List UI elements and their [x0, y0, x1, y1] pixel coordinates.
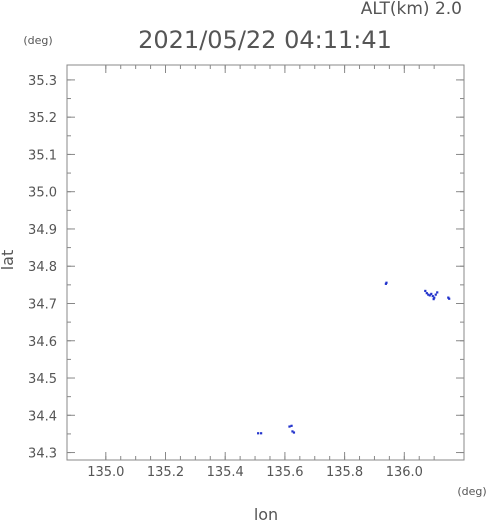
chart-title: 2021/05/22 04:11:41: [138, 26, 392, 54]
data-point: [433, 296, 436, 299]
data-point: [288, 425, 291, 428]
x-unit-label: (deg): [457, 485, 486, 498]
data-point: [432, 298, 435, 301]
data-point: [427, 293, 430, 296]
data-point: [448, 297, 451, 300]
y-tick-label: 34.8: [28, 260, 57, 275]
y-tick-label: 34.7: [28, 297, 57, 312]
x-tick-label: 135.6: [266, 465, 303, 480]
y-unit-label: (deg): [23, 34, 52, 47]
y-tick-label: 35.1: [28, 148, 57, 163]
data-point: [425, 292, 428, 295]
y-axis-label: lat: [0, 250, 17, 271]
data-point: [431, 295, 434, 298]
y-tick-label: 35.0: [28, 186, 57, 201]
y-tick-label: 34.9: [28, 223, 57, 238]
x-tick-label: 135.0: [87, 465, 124, 480]
y-tick-label: 34.5: [28, 372, 57, 387]
data-point: [291, 430, 294, 433]
data-point: [260, 432, 263, 435]
y-ticks: 34.3 34.4 34.5 34.6 34.7 34.8 34.9 35.0 35.1 35.2…: [28, 74, 464, 462]
y-tick-label: 35.3: [28, 74, 57, 89]
data-point: [447, 296, 450, 299]
altitude-label: ALT(km) 2.0: [361, 0, 462, 19]
data-point: [257, 432, 260, 435]
y-tick-label: 34.6: [28, 335, 57, 350]
plot-frame: [66, 64, 465, 461]
data-point: [290, 424, 293, 427]
y-tick-label: 34.3: [28, 447, 57, 462]
x-tick-label: 135.2: [147, 465, 184, 480]
data-points: [257, 281, 451, 435]
x-tick-label: 136.0: [386, 465, 423, 480]
data-point: [434, 293, 437, 296]
x-ticks: 135.0 135.2 135.4 135.6 135.8 136.0: [87, 65, 435, 480]
data-point: [436, 291, 439, 294]
data-point: [292, 431, 296, 434]
x-tick-label: 135.4: [207, 465, 244, 480]
x-axis-label: lon: [254, 505, 278, 521]
data-point: [385, 281, 388, 284]
data-point: [424, 289, 427, 293]
y-tick-label: 35.2: [28, 111, 57, 126]
x-tick-label: 135.8: [326, 465, 363, 480]
data-point: [428, 294, 431, 297]
y-tick-label: 34.4: [28, 409, 57, 424]
data-point: [384, 282, 387, 285]
data-point: [430, 292, 433, 296]
